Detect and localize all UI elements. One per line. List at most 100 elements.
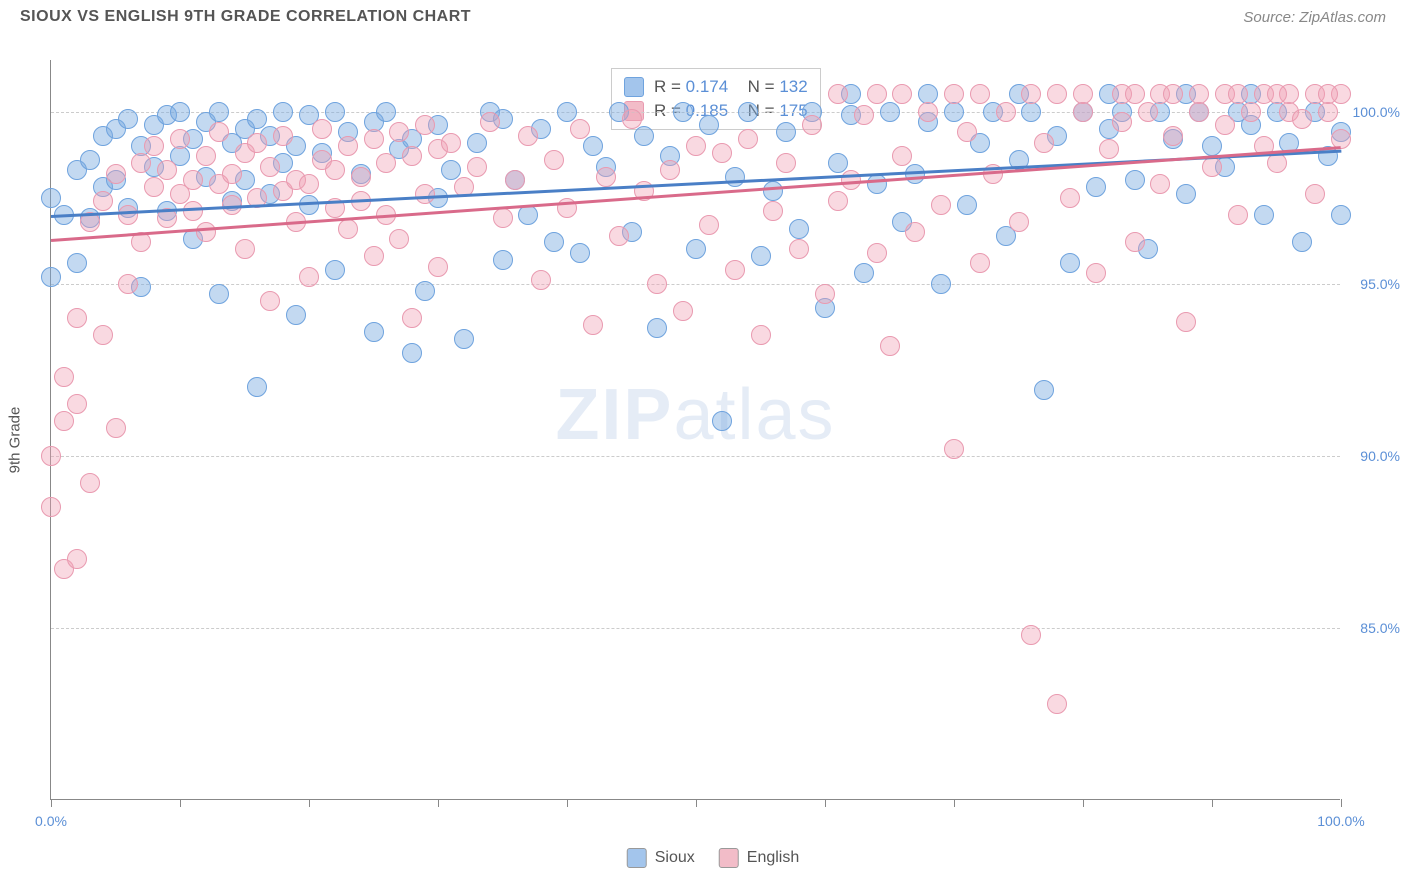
scatter-point	[1254, 205, 1274, 225]
scatter-point	[1086, 263, 1106, 283]
scatter-point	[41, 267, 61, 287]
scatter-point	[970, 253, 990, 273]
legend-swatch	[627, 848, 647, 868]
source-link[interactable]: ZipAtlas.com	[1299, 9, 1386, 26]
scatter-point	[699, 115, 719, 135]
scatter-point	[802, 115, 822, 135]
scatter-point	[634, 126, 654, 146]
scatter-point	[338, 136, 358, 156]
scatter-point	[518, 205, 538, 225]
scatter-point	[364, 129, 384, 149]
chart-container: 9th Grade ZIPatlas R = 0.174 N = 132R = …	[40, 50, 1386, 830]
scatter-point	[144, 177, 164, 197]
scatter-point	[1021, 84, 1041, 104]
scatter-point	[686, 136, 706, 156]
scatter-point	[1150, 174, 1170, 194]
scatter-point	[467, 157, 487, 177]
scatter-point	[325, 260, 345, 280]
legend-item: Sioux	[627, 848, 695, 868]
scatter-point	[118, 274, 138, 294]
scatter-point	[1047, 694, 1067, 714]
scatter-point	[557, 102, 577, 122]
scatter-point	[1176, 184, 1196, 204]
scatter-point	[80, 150, 100, 170]
scatter-point	[1267, 84, 1287, 104]
scatter-point	[1241, 102, 1261, 122]
scatter-point	[325, 102, 345, 122]
scatter-point	[673, 301, 693, 321]
scatter-point	[931, 274, 951, 294]
gridline	[51, 628, 1340, 629]
scatter-point	[260, 291, 280, 311]
scatter-point	[789, 219, 809, 239]
scatter-point	[725, 167, 745, 187]
watermark: ZIPatlas	[555, 374, 835, 456]
scatter-point	[1292, 232, 1312, 252]
scatter-point	[41, 188, 61, 208]
scatter-point	[376, 153, 396, 173]
y-tick-label: 90.0%	[1345, 448, 1400, 464]
legend-swatch	[624, 77, 644, 97]
scatter-point	[1215, 115, 1235, 135]
scatter-point	[299, 174, 319, 194]
x-tick	[954, 799, 955, 807]
scatter-point	[402, 146, 422, 166]
x-tick	[1341, 799, 1342, 807]
scatter-point	[299, 267, 319, 287]
y-tick-label: 100.0%	[1345, 104, 1400, 120]
scatter-point	[970, 84, 990, 104]
scatter-point	[673, 102, 693, 122]
scatter-point	[209, 122, 229, 142]
scatter-point	[170, 129, 190, 149]
scatter-point	[1176, 312, 1196, 332]
scatter-point	[441, 133, 461, 153]
scatter-point	[776, 153, 796, 173]
scatter-point	[247, 109, 267, 129]
scatter-point	[415, 184, 435, 204]
scatter-point	[1228, 205, 1248, 225]
gridline	[51, 456, 1340, 457]
scatter-point	[338, 219, 358, 239]
scatter-point	[54, 411, 74, 431]
scatter-point	[131, 153, 151, 173]
scatter-point	[196, 146, 216, 166]
stat-row: R = 0.174 N = 132	[624, 75, 808, 99]
scatter-point	[570, 243, 590, 263]
legend: SiouxEnglish	[627, 848, 800, 868]
scatter-point	[1125, 170, 1145, 190]
scatter-point	[854, 263, 874, 283]
scatter-point	[699, 215, 719, 235]
scatter-point	[518, 126, 538, 146]
scatter-point	[67, 308, 87, 328]
scatter-point	[815, 284, 835, 304]
scatter-point	[828, 84, 848, 104]
scatter-point	[325, 160, 345, 180]
scatter-point	[247, 133, 267, 153]
scatter-point	[376, 102, 396, 122]
x-tick	[696, 799, 697, 807]
x-tick	[180, 799, 181, 807]
scatter-point	[467, 133, 487, 153]
n-label: N = 132	[738, 77, 807, 97]
scatter-point	[789, 239, 809, 259]
x-tick	[1212, 799, 1213, 807]
scatter-point	[944, 439, 964, 459]
x-tick	[51, 799, 52, 807]
chart-title: SIOUX VS ENGLISH 9TH GRADE CORRELATION C…	[20, 8, 471, 26]
scatter-point	[751, 246, 771, 266]
scatter-point	[118, 109, 138, 129]
r-label: R = 0.174	[654, 77, 728, 97]
scatter-point	[880, 336, 900, 356]
scatter-point	[622, 109, 642, 129]
scatter-point	[428, 257, 448, 277]
scatter-point	[1267, 153, 1287, 173]
scatter-point	[647, 274, 667, 294]
scatter-point	[944, 84, 964, 104]
scatter-point	[415, 115, 435, 135]
scatter-point	[364, 322, 384, 342]
scatter-point	[247, 377, 267, 397]
scatter-point	[712, 411, 732, 431]
scatter-point	[402, 308, 422, 328]
scatter-point	[1034, 133, 1054, 153]
scatter-point	[118, 205, 138, 225]
